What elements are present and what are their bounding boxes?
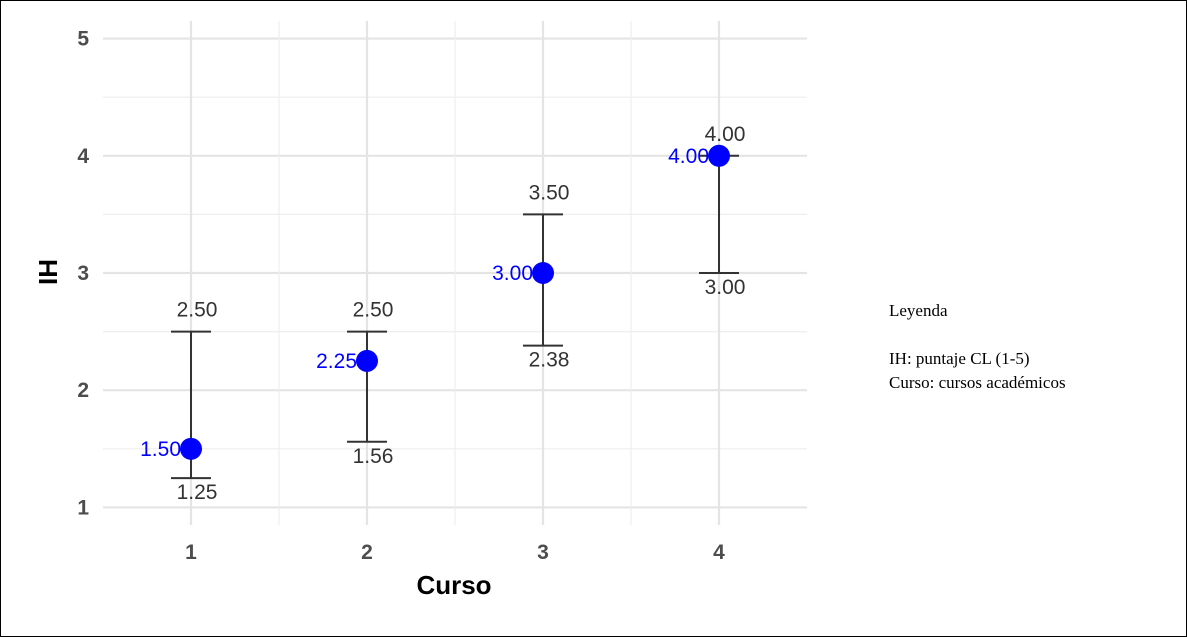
x-tick-label: 1 xyxy=(185,541,197,564)
point-value-label: 4.00 xyxy=(668,145,709,168)
upper-value-label: 2.50 xyxy=(177,299,218,322)
data-point xyxy=(532,262,554,284)
data-point xyxy=(356,349,378,372)
y-tick-label: 2 xyxy=(77,379,89,402)
x-tick-label: 4 xyxy=(713,541,725,564)
lower-value-label: 1.25 xyxy=(177,481,218,504)
y-tick-label: 1 xyxy=(77,496,89,519)
y-tick-label: 3 xyxy=(77,262,89,285)
lower-value-label: 1.56 xyxy=(353,445,394,468)
legend-line-curso: Curso: cursos académicos xyxy=(889,373,1066,392)
lower-value-label: 2.38 xyxy=(529,349,570,372)
x-tick-label: 3 xyxy=(537,541,549,564)
chart: 1 2 3 4 5 1 2 3 4 1.50 2.50 1.25 2.25 2.50 1.56 3.00 3… xyxy=(33,21,807,600)
data-labels: 1.50 2.50 1.25 2.25 2.50 1.56 3.00 3.50 2.38 4.00… xyxy=(140,123,745,504)
y-tick-label: 5 xyxy=(77,28,89,51)
legend-title: Leyenda xyxy=(889,301,948,320)
x-axis-label: Curso xyxy=(416,570,491,600)
x-tick-label: 2 xyxy=(361,541,373,564)
point-value-label: 3.00 xyxy=(492,262,533,285)
point-value-label: 1.50 xyxy=(140,438,181,461)
x-axis-ticks: 1 2 3 4 xyxy=(185,541,725,564)
data-point xyxy=(180,437,202,460)
upper-value-label: 3.50 xyxy=(529,181,570,204)
data-point xyxy=(708,144,730,167)
y-axis-ticks: 1 2 3 4 5 xyxy=(77,28,89,520)
legend-line-ih: IH: puntaje CL (1-5) xyxy=(889,349,1030,368)
y-tick-label: 4 xyxy=(77,145,89,168)
legend: Leyenda IH: puntaje CL (1-5) Curso: curs… xyxy=(889,299,1179,395)
point-value-label: 2.25 xyxy=(316,350,357,373)
data-points xyxy=(180,144,730,460)
y-axis-label: IH xyxy=(33,259,63,285)
lower-value-label: 3.00 xyxy=(705,276,746,299)
upper-value-label: 4.00 xyxy=(705,123,746,146)
error-bars xyxy=(171,154,739,480)
upper-value-label: 2.50 xyxy=(353,299,394,322)
